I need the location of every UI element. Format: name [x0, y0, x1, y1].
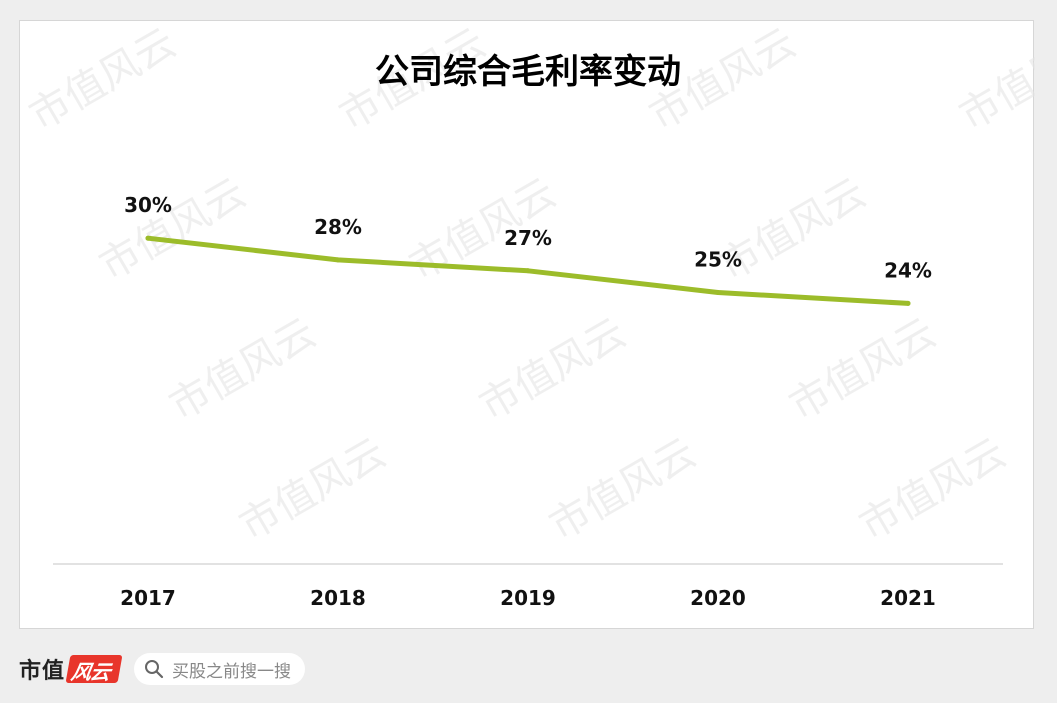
data-label: 28% [314, 215, 362, 239]
data-label: 25% [694, 248, 742, 272]
watermark-text: 市值风云 [472, 310, 634, 430]
watermark-text: 市值风云 [782, 310, 944, 430]
x-tick-label: 2017 [120, 586, 176, 610]
data-label: 27% [504, 226, 552, 250]
data-label: 30% [124, 193, 172, 217]
watermark-text: 市值风云 [162, 310, 324, 430]
search-box[interactable]: 买股之前搜一搜 [134, 653, 306, 685]
watermark-text: 市值风云 [92, 170, 254, 290]
data-label-layer: 30% 28% 27% 25% 24% [124, 193, 932, 282]
watermark-text: 市值风云 [712, 170, 874, 290]
watermark-text: 市值风云 [232, 430, 394, 550]
data-label: 24% [884, 258, 932, 282]
brand-logo-text: 市值 [19, 659, 66, 684]
watermark-text: 市值风云 [952, 21, 1035, 140]
watermark-text: 市值风云 [852, 430, 1014, 550]
chart-card: 市值风云 市值风云 市值风云 市值风云 市值风云 市值风云 市值风云 市值风云 市值风云 市值风云… [19, 20, 1035, 629]
data-point [715, 290, 721, 295]
x-tick-layer: 2017 2018 2019 2020 2021 [120, 586, 936, 610]
watermark-text: 市值风云 [22, 21, 184, 140]
series-layer [145, 235, 911, 306]
brand-logo-badge-text: 风云 [69, 660, 112, 684]
search-icon [145, 660, 164, 679]
x-tick-label: 2018 [310, 586, 366, 610]
footer: 市值 风云 买股之前搜一搜 [19, 650, 306, 688]
data-point [335, 257, 341, 263]
x-tick-label: 2020 [690, 586, 746, 610]
chart-title: 公司综合毛利率变动 [375, 52, 681, 92]
x-tick-label: 2019 [500, 586, 556, 610]
data-point [145, 235, 151, 241]
x-tick-label: 2021 [880, 586, 936, 610]
brand-logo-badge: 风云 [65, 655, 123, 684]
watermark-text: 市值风云 [542, 430, 704, 550]
data-point [525, 268, 531, 274]
data-point [905, 300, 911, 306]
search-placeholder: 买股之前搜一搜 [172, 661, 292, 682]
